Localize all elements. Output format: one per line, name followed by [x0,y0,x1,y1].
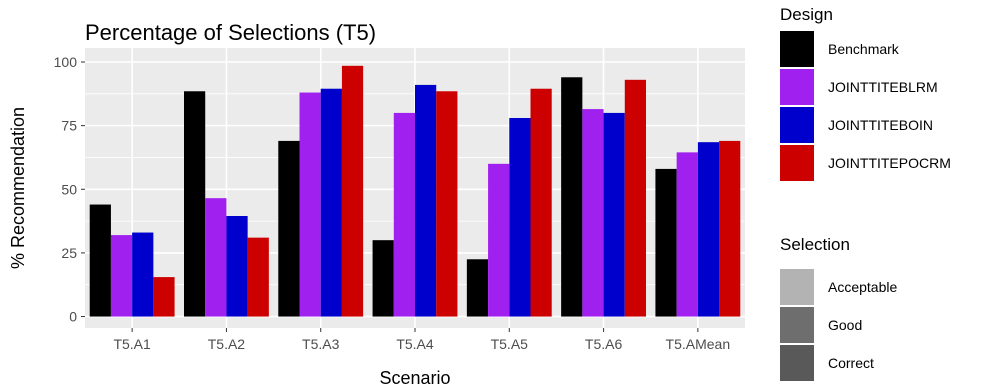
bar [247,237,269,317]
bar [341,65,364,317]
legend-design-swatch [780,145,814,181]
bar [415,84,437,317]
bar [466,259,489,317]
bar [299,92,321,317]
bar [436,91,458,317]
legend-design-swatch [780,69,814,105]
bar [719,140,741,317]
y-tick-label: 25 [61,245,77,261]
x-tick-label: T5.A3 [302,336,340,352]
y-tick-label: 0 [69,309,77,325]
bar [393,112,415,317]
bar [603,112,625,317]
legend-selection-swatch [780,307,814,343]
legend-design-title: Design [780,5,833,24]
bar [624,79,646,317]
bar [372,240,394,317]
legend-design-label: JOINTTITEPOCRM [828,155,951,171]
legend-selection-label: Good [828,317,862,333]
legend-design-swatch [780,31,814,67]
x-tick-label: T5.AMean [666,336,731,352]
legend-design: Benchmark JOINTTITEBLRM JOINTTITEBOIN JOINT… [780,31,951,181]
legend-design-swatch [780,107,814,143]
bar [320,88,342,317]
y-tick-label: 100 [54,54,78,70]
bar [676,152,698,317]
bar [89,204,111,317]
bar [509,118,531,317]
y-tick-label: 50 [61,181,77,197]
y-axis-ticks: 0 25 50 75 100 [54,54,85,325]
y-axis-title: % Recommendation [8,107,28,269]
legend-design-label: JOINTTITEBLRM [828,79,938,95]
legend-selection: Acceptable Good Correct [780,269,897,381]
bar [488,163,510,317]
legend-selection-label: Correct [828,355,874,371]
bar [655,168,677,317]
bar [132,232,154,317]
x-tick-label: T5.A6 [585,336,623,352]
x-axis-title: Scenario [379,368,450,388]
bar [184,91,206,317]
legend-selection-swatch [780,269,814,305]
x-tick-label: T5.A1 [113,336,151,352]
bar [530,88,552,317]
bar [153,277,175,317]
x-tick-label: T5.A5 [491,336,529,352]
legend-selection-title: Selection [780,235,850,254]
x-tick-label: T5.A2 [208,336,246,352]
x-tick-label: T5.A4 [396,336,434,352]
bar [582,109,604,317]
bar [278,140,300,317]
legend-design-label: JOINTTITEBOIN [828,117,933,133]
chart-title: Percentage of Selections (T5) [85,20,376,45]
bar [110,235,133,317]
bar [205,198,227,317]
x-axis-ticks: T5.A1 T5.A2 T5.A3 T5.A4 T5.A5 T5.A6 T5.AMean [113,328,730,352]
legend-design-label: Benchmark [828,41,900,57]
y-tick-label: 75 [61,118,77,134]
legend-selection-swatch [780,345,814,381]
bar [697,142,720,317]
bar [561,77,583,317]
legend-selection-label: Acceptable [828,279,897,295]
bars-group [89,65,741,317]
bar [226,216,248,317]
